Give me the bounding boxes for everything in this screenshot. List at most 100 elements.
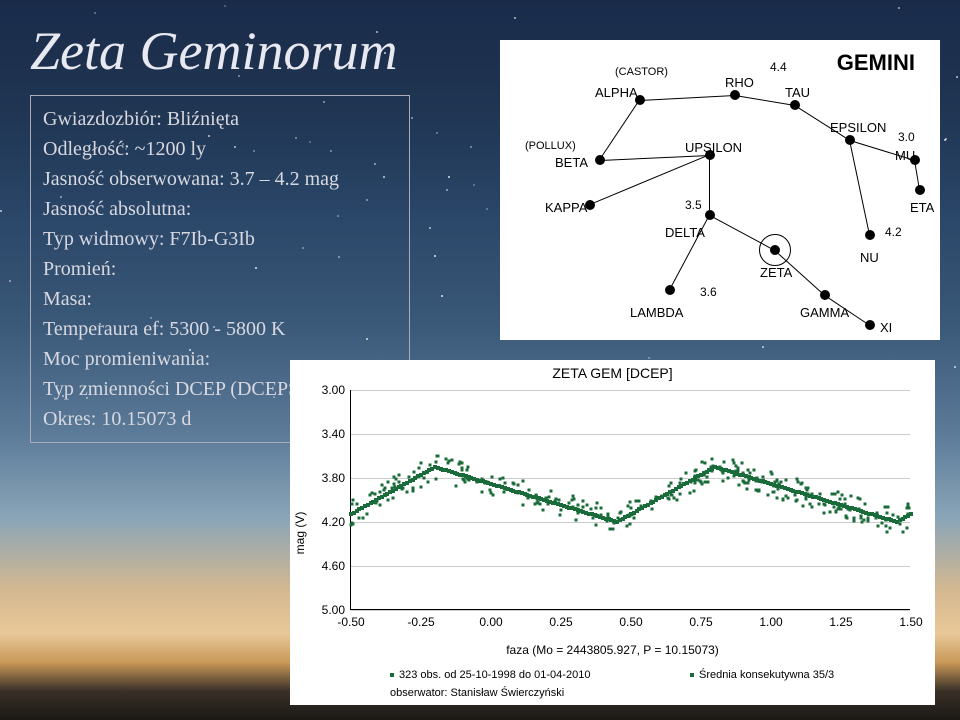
star-mag-tau: 4.4 (770, 60, 787, 74)
data-point (397, 473, 400, 476)
xtick-label: 0.75 (689, 609, 712, 629)
data-point (575, 519, 578, 522)
data-point (667, 484, 670, 487)
data-point (884, 525, 887, 528)
data-point (401, 487, 404, 490)
info-distance: Odległość: ~1200 ly (43, 134, 397, 164)
data-point (586, 503, 589, 506)
info-spectral-type: Typ widmowy: F7Ib-G3Ib (43, 224, 397, 254)
data-point (829, 511, 832, 514)
constellation-edge (709, 155, 710, 215)
data-point (843, 498, 846, 501)
ytick-label: 4.20 (322, 515, 351, 529)
data-point (361, 517, 364, 520)
data-point (738, 483, 741, 486)
data-point (577, 503, 580, 506)
data-point (612, 527, 615, 530)
data-point (460, 467, 463, 470)
star-label-delta: DELTA (665, 225, 705, 240)
data-point (860, 517, 863, 520)
star-paren-beta: (POLLUX) (525, 140, 576, 152)
info-apparent-mag: Jasność obserwowana: 3.7 – 4.2 mag (43, 164, 397, 194)
data-point (435, 461, 438, 464)
data-point (365, 513, 368, 516)
data-point (891, 514, 894, 517)
star-node-xi (865, 320, 875, 330)
data-point (799, 483, 802, 486)
data-point (418, 467, 421, 470)
ytick-label: 3.80 (322, 471, 351, 485)
data-point (379, 490, 382, 493)
marker-icon (390, 673, 394, 677)
xtick-label: 0.25 (549, 609, 572, 629)
star-label-nu: NU (860, 250, 879, 265)
star-label-kappa: KAPPA (545, 200, 587, 215)
data-point (737, 467, 740, 470)
data-point (699, 480, 702, 483)
star-label-upsilon: UPSILON (685, 140, 742, 155)
data-point (688, 491, 691, 494)
data-point (373, 492, 376, 495)
data-point (693, 489, 696, 492)
star-label-mu: MU (895, 148, 915, 163)
data-point (594, 523, 597, 526)
star-node-epsilon (845, 135, 855, 145)
data-point (781, 498, 784, 501)
star-label-beta: BETA (555, 155, 588, 170)
data-point (393, 482, 396, 485)
data-point (559, 514, 562, 517)
data-point (839, 497, 842, 500)
data-point (541, 508, 544, 511)
xtick-label: 1.00 (759, 609, 782, 629)
info-absolute-mag: Jasność absolutna: (43, 194, 397, 224)
data-point (823, 511, 826, 514)
data-point (775, 479, 778, 482)
data-point (888, 526, 891, 529)
xtick-label: -0.50 (337, 609, 364, 629)
info-mass: Masa: (43, 284, 397, 314)
data-point (581, 505, 584, 508)
data-point (753, 468, 756, 471)
data-point (727, 477, 730, 480)
lightcurve-footer-avg: Średnia konsekutywna 35/3 (690, 669, 834, 681)
data-point (901, 530, 904, 533)
data-point (368, 494, 371, 497)
info-radius: Promień: (43, 254, 397, 284)
xtick-label: 1.50 (899, 609, 922, 629)
data-point (436, 455, 439, 458)
lightcurve-ylabel: mag (V) (293, 511, 307, 554)
star-label-lambda: LAMBDA (630, 305, 683, 320)
constellation-edge (640, 95, 735, 101)
data-point (693, 482, 696, 485)
star-mag-epsilon: 3.0 (898, 130, 915, 144)
star-label-gamma: GAMMA (800, 305, 849, 320)
data-point (412, 471, 415, 474)
data-point (787, 497, 790, 500)
data-point (527, 488, 530, 491)
star-node-delta (705, 210, 715, 220)
data-point (503, 481, 506, 484)
data-point (465, 468, 468, 471)
data-point (380, 483, 383, 486)
data-point (619, 511, 622, 514)
data-point (394, 477, 397, 480)
data-point (679, 478, 682, 481)
data-point (885, 511, 888, 514)
data-point (491, 493, 494, 496)
lightcurve-observer: obserwator: Stanisław Świerczyński (390, 687, 564, 699)
data-point (772, 491, 775, 494)
data-point (780, 481, 783, 484)
star-label-rho: RHO (725, 75, 754, 90)
info-temperature: Temperaura ef: 5300 - 5800 K (43, 314, 397, 344)
data-point (836, 491, 839, 494)
data-point (392, 496, 395, 499)
data-point (695, 469, 698, 472)
data-point (387, 481, 390, 484)
data-point (704, 481, 707, 484)
data-point (818, 493, 821, 496)
data-point (350, 503, 353, 506)
star-mag-delta: 3.5 (685, 198, 702, 212)
lightcurve-xlabel: faza (Mo = 2443805.927, P = 10.15073) (506, 643, 719, 657)
data-point (795, 499, 798, 502)
star-node-lambda (665, 285, 675, 295)
